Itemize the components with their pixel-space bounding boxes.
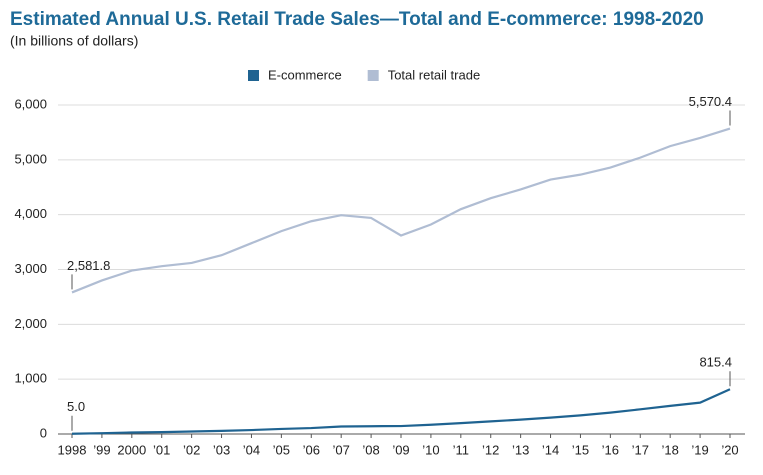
x-tick-label: ’08	[362, 442, 379, 457]
series-line	[71, 388, 731, 435]
chart-subtitle: (In billions of dollars)	[10, 33, 138, 49]
legend-swatch	[367, 70, 379, 81]
x-tick-label: ’14	[542, 442, 559, 457]
x-tick-label: ’18	[662, 442, 679, 457]
x-tick-label: ’13	[512, 442, 529, 457]
legend-label: Total retail trade	[388, 67, 481, 82]
data-label: 815.4	[699, 355, 732, 370]
x-tick-label: ’17	[632, 442, 649, 457]
y-tick-label: 3,000	[14, 261, 47, 276]
y-tick-label: 0	[40, 425, 47, 440]
data-label: 2,581.8	[67, 258, 110, 273]
x-tick-label: ’07	[333, 442, 350, 457]
legend-swatch	[248, 70, 259, 81]
y-tick-label: 4,000	[14, 206, 47, 221]
x-tick-label: ’99	[93, 442, 110, 457]
x-tick-label: ’19	[691, 442, 708, 457]
x-tick-label: ’15	[572, 442, 589, 457]
x-tick-label: ’10	[422, 442, 439, 457]
y-tick-label: 2,000	[14, 316, 47, 331]
x-tick-label: ’20	[721, 442, 738, 457]
x-tick-label: 2000	[117, 442, 146, 457]
x-tick-label: ’16	[602, 442, 619, 457]
data-label: 5,570.4	[689, 94, 732, 109]
x-tick-label: ’09	[392, 442, 409, 457]
x-tick-label: 1998	[58, 442, 87, 457]
x-tick-label: ’03	[213, 442, 230, 457]
series-line	[71, 127, 731, 294]
x-tick-label: ’12	[482, 442, 499, 457]
x-tick-label: ’05	[273, 442, 290, 457]
y-tick-label: 6,000	[14, 96, 47, 111]
data-label: 5.0	[67, 399, 85, 414]
legend-label: E-commerce	[268, 67, 342, 82]
y-tick-label: 1,000	[14, 371, 47, 386]
x-tick-label: ’06	[303, 442, 320, 457]
chart-title: Estimated Annual U.S. Retail Trade Sales…	[10, 9, 704, 30]
y-tick-label: 5,000	[14, 151, 47, 166]
x-tick-label: ’11	[453, 442, 469, 457]
x-tick-label: ’02	[183, 442, 200, 457]
x-tick-label: ’04	[243, 442, 260, 457]
x-tick-label: ’01	[153, 442, 170, 457]
